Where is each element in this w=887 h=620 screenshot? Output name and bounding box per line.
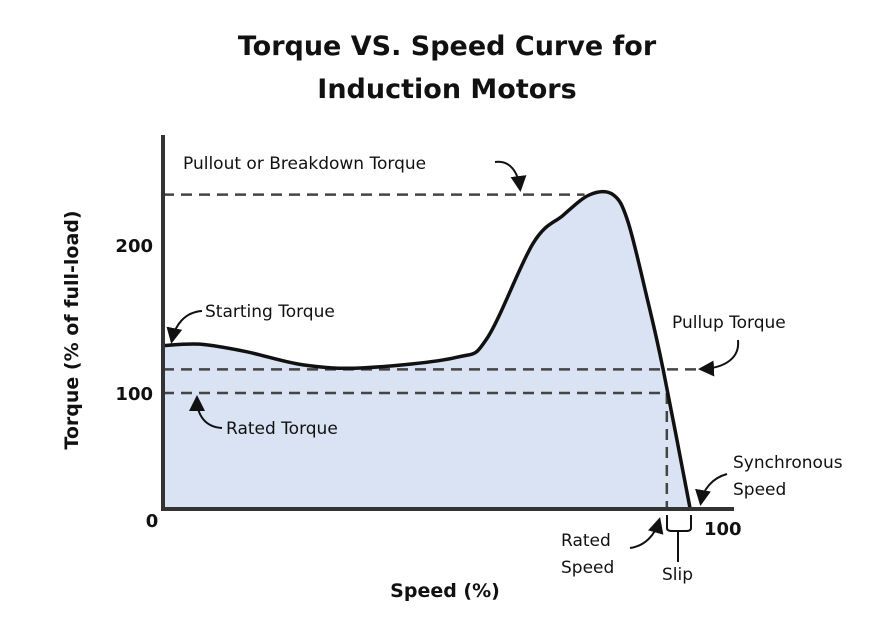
torque-curve — [162, 189, 692, 509]
title-line-1: Torque VS. Speed Curve for — [238, 31, 657, 62]
y-axis-label: Torque (% of full-load) — [61, 210, 83, 449]
rated-speed-label-1: Rated — [561, 531, 611, 551]
title-line-2: Induction Motors — [317, 74, 576, 105]
slip-bracket — [666, 515, 692, 562]
rated-torque-arrow — [189, 395, 223, 429]
x-axis-label: Speed (%) — [390, 580, 500, 602]
pullout-label: Pullout or Breakdown Torque — [183, 154, 426, 174]
starting-torque-arrow — [166, 310, 203, 344]
pullup-torque-arrow — [698, 339, 740, 377]
y-tick-label: 200 — [115, 236, 153, 257]
x-tick-label: 100 — [704, 519, 742, 540]
synchronous-speed-label-1: Synchronous — [733, 453, 843, 473]
slip-label: Slip — [662, 565, 693, 585]
x-tick-label: 0 — [146, 511, 159, 532]
starting-torque-label: Starting Torque — [205, 302, 335, 322]
pullout-arrow — [494, 160, 527, 192]
synchronous-speed-label-2: Speed — [733, 480, 786, 500]
pullup-torque-label: Pullup Torque — [672, 313, 786, 333]
rated-speed-arrow — [629, 517, 664, 549]
y-tick-label: 100 — [115, 384, 153, 405]
rated-speed-label-2: Speed — [561, 558, 614, 578]
synchronous-speed-arrow — [695, 473, 728, 506]
rated-torque-label: Rated Torque — [226, 419, 338, 439]
curve-fill — [163, 191, 690, 508]
